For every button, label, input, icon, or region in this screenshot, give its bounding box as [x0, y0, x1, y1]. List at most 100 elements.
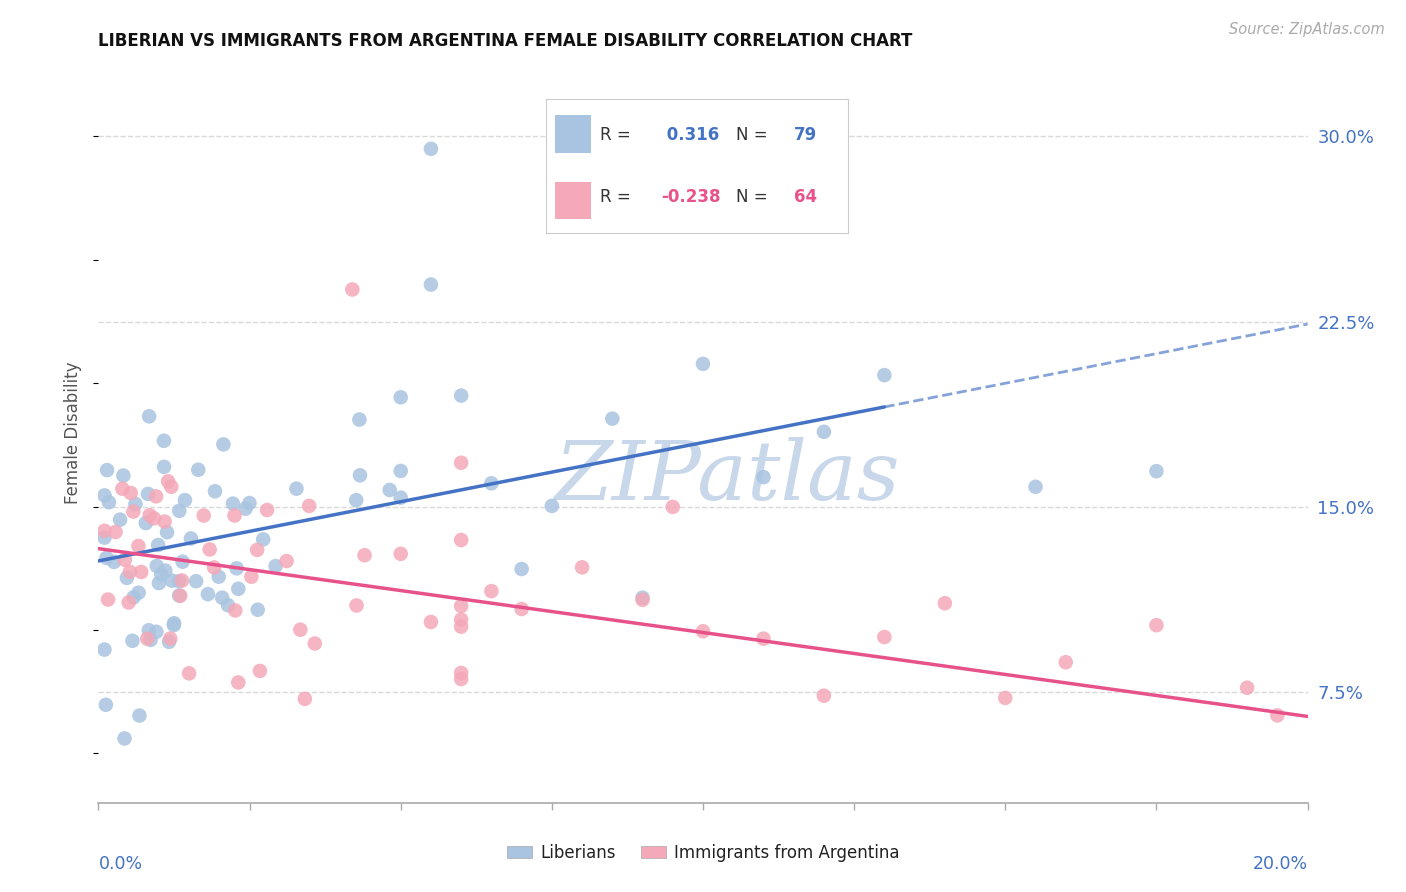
Point: [96, 550, 118, 565]
Point: [235, 501, 257, 516]
Point: [389, 390, 412, 404]
Point: [873, 368, 896, 383]
Point: [118, 595, 141, 609]
Point: [450, 672, 472, 686]
Point: [294, 691, 316, 706]
Point: [122, 504, 145, 518]
Point: [225, 561, 247, 575]
Point: [450, 389, 472, 403]
Point: [208, 570, 231, 584]
Point: [157, 635, 180, 649]
Point: [346, 599, 368, 613]
Point: [692, 624, 714, 639]
Point: [420, 142, 443, 156]
Point: [344, 493, 367, 508]
Point: [752, 632, 775, 646]
Point: [290, 623, 312, 637]
Point: [692, 357, 714, 371]
Point: [420, 277, 443, 292]
Point: [256, 503, 278, 517]
Point: [510, 602, 533, 616]
Point: [450, 533, 472, 547]
Point: [193, 508, 215, 523]
Point: [304, 636, 326, 650]
Point: [602, 411, 624, 425]
Point: [96, 463, 118, 477]
Point: [159, 632, 181, 646]
Point: [378, 483, 401, 497]
Text: ZIPatlas: ZIPatlas: [554, 437, 900, 517]
Text: LIBERIAN VS IMMIGRANTS FROM ARGENTINA FEMALE DISABILITY CORRELATION CHART: LIBERIAN VS IMMIGRANTS FROM ARGENTINA FE…: [98, 32, 912, 50]
Point: [138, 409, 160, 424]
Point: [252, 533, 274, 547]
Point: [160, 574, 183, 588]
Point: [167, 589, 190, 603]
Point: [145, 558, 167, 573]
Point: [172, 555, 194, 569]
Point: [153, 434, 176, 448]
Point: [420, 615, 443, 629]
Point: [138, 624, 160, 638]
Point: [160, 480, 183, 494]
Point: [661, 500, 683, 514]
Point: [136, 632, 159, 646]
Point: [146, 538, 169, 552]
Point: [481, 476, 503, 491]
Point: [187, 463, 209, 477]
Point: [177, 666, 200, 681]
Point: [112, 468, 135, 483]
Point: [204, 484, 226, 499]
Point: [342, 283, 364, 297]
Point: [212, 437, 235, 451]
Point: [211, 591, 233, 605]
Point: [127, 539, 149, 553]
Point: [813, 689, 835, 703]
Point: [540, 499, 562, 513]
Point: [150, 567, 173, 582]
Point: [186, 574, 208, 589]
Point: [813, 425, 835, 439]
Point: [631, 591, 654, 605]
Point: [1024, 480, 1046, 494]
Legend: Liberians, Immigrants from Argentina: Liberians, Immigrants from Argentina: [501, 838, 905, 869]
Point: [170, 574, 193, 588]
Point: [450, 456, 472, 470]
Point: [1054, 655, 1077, 669]
Point: [148, 576, 170, 591]
Point: [156, 525, 179, 540]
Point: [153, 459, 176, 474]
Point: [246, 603, 269, 617]
Point: [118, 565, 141, 579]
Point: [389, 547, 412, 561]
Text: 20.0%: 20.0%: [1253, 855, 1308, 872]
Point: [264, 559, 287, 574]
Point: [224, 603, 246, 617]
Point: [276, 554, 298, 568]
Point: [246, 542, 269, 557]
Point: [169, 589, 191, 603]
Text: Source: ZipAtlas.com: Source: ZipAtlas.com: [1229, 22, 1385, 37]
Point: [122, 591, 145, 605]
Point: [138, 508, 160, 523]
Point: [226, 582, 249, 596]
Point: [224, 508, 246, 523]
Point: [93, 524, 115, 538]
Point: [1236, 681, 1258, 695]
Point: [631, 592, 654, 607]
Point: [481, 584, 503, 599]
Point: [510, 562, 533, 576]
Point: [103, 555, 125, 569]
Point: [571, 560, 593, 574]
Point: [167, 574, 190, 589]
Point: [108, 513, 131, 527]
Point: [121, 633, 143, 648]
Point: [114, 731, 136, 746]
Point: [115, 571, 138, 585]
Point: [97, 495, 120, 509]
Point: [169, 504, 191, 518]
Point: [143, 511, 166, 525]
Point: [157, 475, 180, 489]
Point: [240, 570, 263, 584]
Point: [180, 532, 202, 546]
Point: [752, 470, 775, 484]
